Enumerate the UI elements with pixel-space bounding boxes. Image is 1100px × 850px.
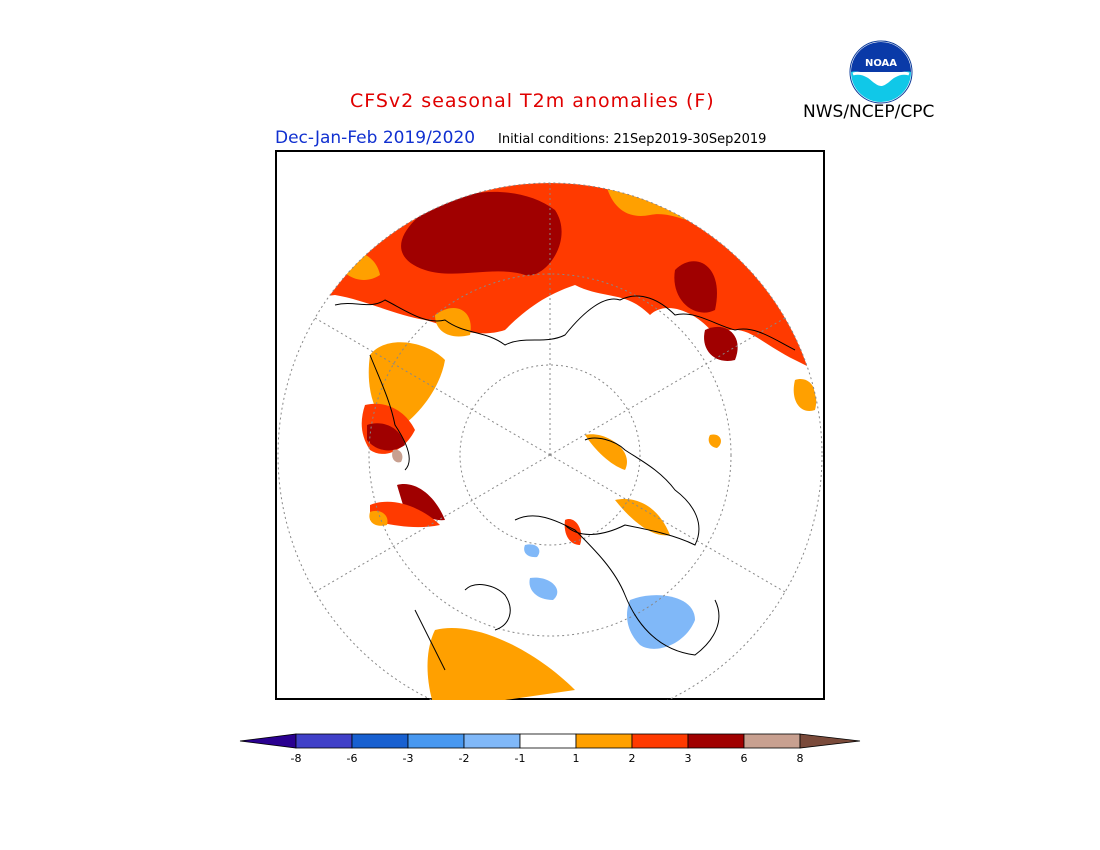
colorbar-label: -2 <box>459 752 470 765</box>
coastlines <box>334 295 796 671</box>
colorbar-cell <box>743 733 801 749</box>
anomaly-region-darkred-4 <box>704 326 738 361</box>
anomaly-region-hudson-blue <box>627 595 695 649</box>
anomaly-region-atlantic-darkred <box>367 423 405 451</box>
colorbar-label: -3 <box>403 752 414 765</box>
colorbar-label: -1 <box>515 752 526 765</box>
season-label: Dec-Jan-Feb 2019/2020 <box>275 128 476 148</box>
anomaly-region-orange-3 <box>435 307 471 337</box>
anomaly-region-canada-orange <box>615 499 670 536</box>
colorbar-label: 6 <box>741 752 748 765</box>
colorbar-cell <box>519 733 577 749</box>
anomaly-region-blue-2 <box>524 544 540 558</box>
anomaly-region-alaska <box>585 434 627 470</box>
map-title: CFSv2 seasonal T2m anomalies (F) <box>350 90 715 112</box>
anomaly-region-asia-orange-2 <box>708 434 721 448</box>
anomaly-region-iceland-orange <box>369 510 388 526</box>
colorbar-high-arrow <box>799 733 861 749</box>
colorbar-cell <box>687 733 745 749</box>
anomaly-region-darkred-3 <box>674 261 717 313</box>
colorbar-cell <box>463 733 521 749</box>
colorbar-low-arrow <box>239 733 297 749</box>
anomaly-region-asia-orange <box>793 379 817 411</box>
colorbar-cell <box>575 733 633 749</box>
colorbar-label: 1 <box>573 752 580 765</box>
anomaly-region-canada-red <box>564 519 582 545</box>
anomaly-region-darkred-1 <box>401 191 562 276</box>
anomaly-region-blue-3 <box>529 577 558 600</box>
colorbar-label: 8 <box>797 752 804 765</box>
graticule <box>277 182 823 700</box>
anomaly-region-brown <box>392 449 403 463</box>
colorbar-labels: -8 -6 -3 -2 -1 1 2 3 6 8 <box>291 752 804 765</box>
colorbar-label: -8 <box>291 752 302 765</box>
polar-map <box>275 150 825 700</box>
noaa-logo-text: NOAA <box>865 58 897 69</box>
colorbar-label: 2 <box>629 752 636 765</box>
colorbar-cell <box>631 733 689 749</box>
colorbar-cell <box>407 733 465 749</box>
agency-label: NWS/NCEP/CPC <box>803 102 935 122</box>
colorbar-cell <box>351 733 409 749</box>
colorbar-label: 3 <box>685 752 692 765</box>
anomaly-region-iceland-darkred <box>397 484 445 521</box>
colorbar-cell <box>295 733 353 749</box>
noaa-logo: NOAA <box>849 40 913 104</box>
colorbar-label: -6 <box>347 752 358 765</box>
colorbar-cells <box>295 733 801 749</box>
initial-conditions-label: Initial conditions: 21Sep2019-30Sep2019 <box>498 132 767 147</box>
colorbar: -8 -6 -3 -2 -1 1 2 3 6 8 <box>239 733 861 765</box>
anomaly-region-pacific-orange <box>427 628 575 700</box>
